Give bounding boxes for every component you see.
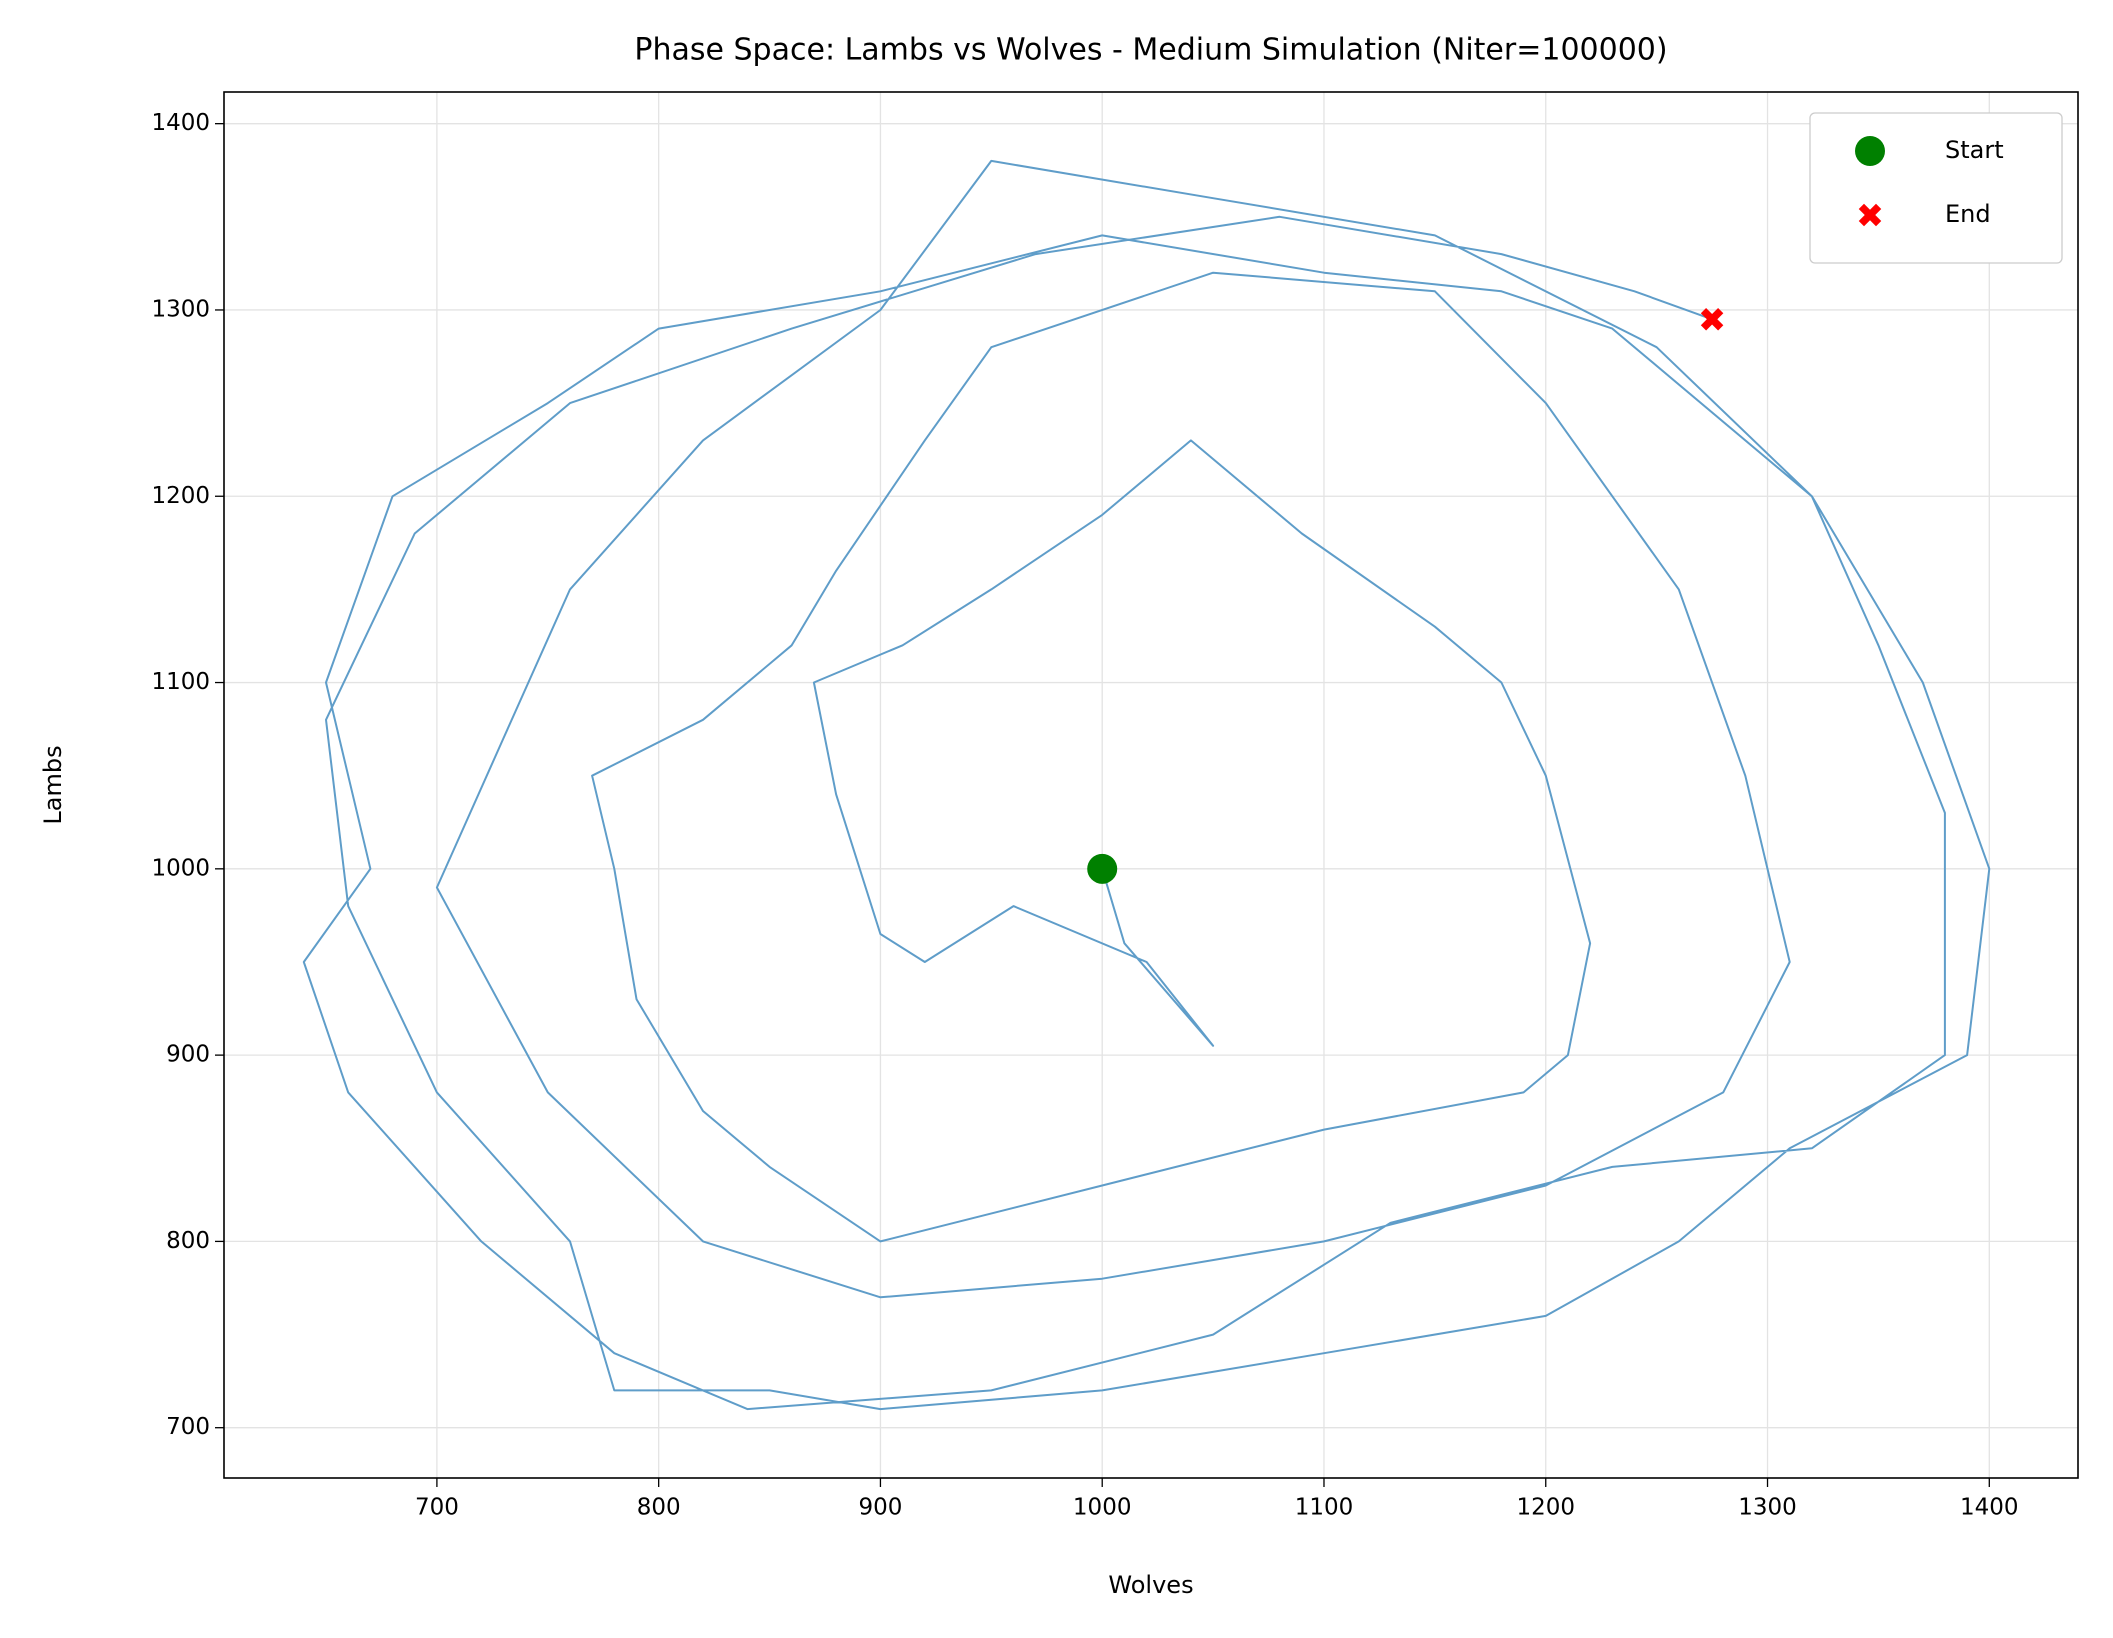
marker [1855,136,1885,166]
y-tick-label: 1300 [151,296,210,322]
x-tick-label: 800 [637,1495,681,1521]
y-tick-label: 800 [166,1228,210,1254]
y-tick-label: 1100 [151,669,210,695]
trajectory [302,159,1991,1411]
marker [1087,853,1118,884]
y-tick-label: 1400 [151,110,210,136]
x-tick-label: 1100 [1295,1495,1354,1521]
marker [1700,308,1724,331]
x-tick-label: 700 [415,1495,459,1521]
y-tick-label: 900 [166,1042,210,1068]
y-axis-label: Lambs [39,745,67,824]
y-tick-label: 1200 [151,483,210,509]
marker [1858,203,1882,227]
plot-frame [223,91,2079,1479]
x-tick-label: 1200 [1516,1495,1575,1521]
x-tick-label: 1300 [1738,1495,1797,1521]
legend-label: End [1945,200,1991,228]
x-tick-label: 900 [858,1495,902,1521]
y-tick-label: 1000 [151,855,210,881]
y-tick-label: 700 [166,1414,210,1440]
legend-box [1809,112,2063,264]
x-tick-label: 1400 [1960,1495,2019,1521]
chart-title: Phase Space: Lambs vs Wolves - Medium Si… [634,33,1667,68]
x-axis-label: Wolves [1108,1571,1193,1599]
legend-label: Start [1945,136,2004,164]
x-tick-label: 1000 [1073,1495,1132,1521]
